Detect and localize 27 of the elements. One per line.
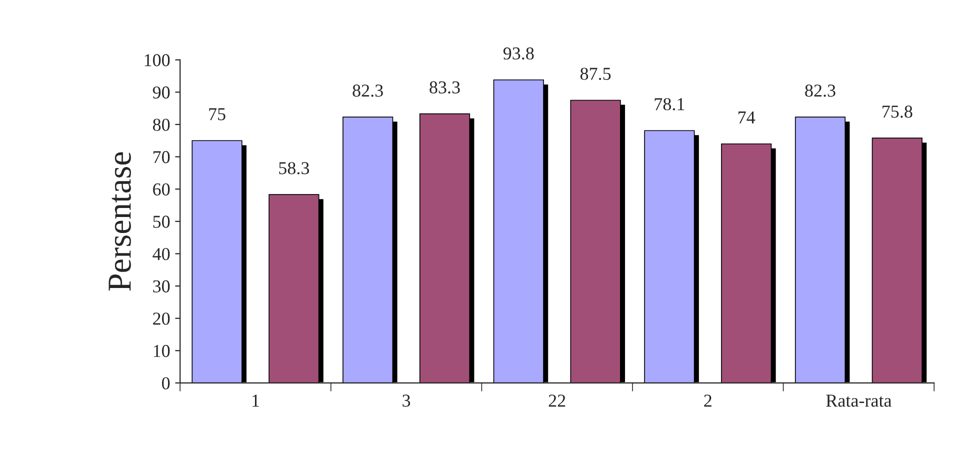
data-label: 74 (738, 111, 756, 124)
y-tick-label: 40 (152, 248, 170, 260)
x-tick-label: 2 (704, 394, 712, 407)
x-tick-label: Rata-rata (826, 394, 892, 407)
y-tick-label: 0 (162, 377, 170, 390)
data-label: 75 (209, 108, 226, 120)
data-label: 82.3 (352, 84, 383, 97)
y-tick-label: 20 (153, 312, 170, 325)
x-tick-label: 3 (402, 394, 410, 407)
data-label: 83.3 (430, 81, 460, 94)
data-label: 75.8 (882, 106, 912, 118)
y-axis-title: Persentase (108, 152, 131, 291)
data-label: 78.1 (654, 98, 684, 110)
y-tick-label: 80 (152, 118, 170, 131)
data-label: 87.5 (580, 68, 611, 80)
x-tick-label: 22 (548, 394, 566, 407)
y-tick-label: 50 (153, 216, 170, 228)
data-label: 93.8 (503, 47, 534, 60)
data-label: 82.3 (805, 84, 836, 97)
data-label: 58.3 (279, 162, 310, 174)
y-tick-label: 70 (153, 151, 170, 164)
y-tick-label: 90 (152, 86, 170, 99)
y-tick-label: 60 (153, 183, 170, 196)
y-tick-label: 100 (144, 54, 170, 66)
x-tick-label: 1 (252, 394, 259, 407)
y-tick-label: 10 (154, 344, 170, 358)
y-tick-label: 30 (153, 280, 170, 292)
